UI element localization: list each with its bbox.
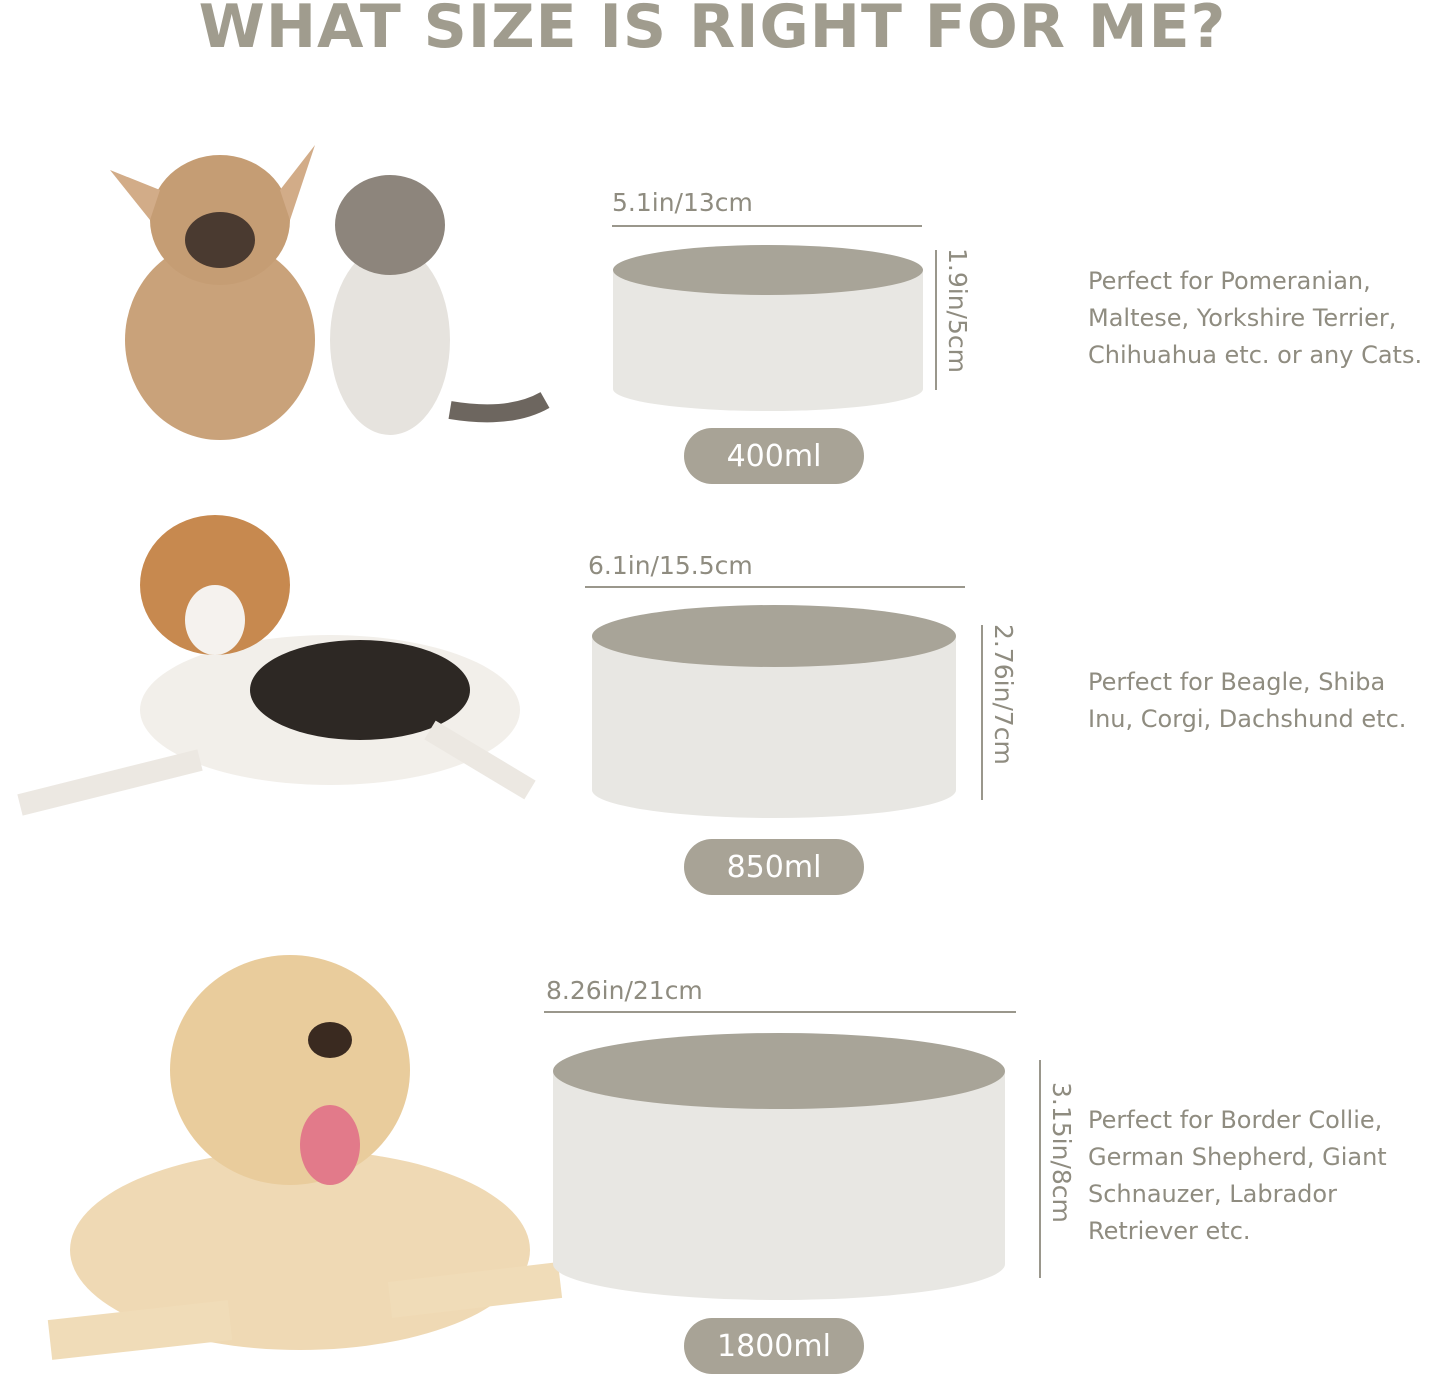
width-line	[585, 586, 965, 588]
height-line	[981, 625, 983, 800]
capacity-badge: 400ml	[684, 428, 864, 484]
pet-description: Perfect for Border Collie, German Shephe…	[1088, 1102, 1387, 1250]
width-label: 6.1in/15.5cm	[588, 551, 753, 580]
description-line: Perfect for Pomeranian,	[1088, 267, 1371, 295]
width-label: 5.1in/13cm	[612, 188, 753, 217]
bowl-large	[553, 1033, 1005, 1300]
height-label: 3.15in/8cm	[1047, 1082, 1076, 1223]
description-line: Inu, Corgi, Dachshund etc.	[1088, 705, 1407, 733]
description-line: Retriever etc.	[1088, 1217, 1251, 1245]
width-line	[612, 225, 922, 227]
description-line: Perfect for Beagle, Shiba	[1088, 668, 1386, 696]
description-line: Schnauzer, Labrador	[1088, 1180, 1337, 1208]
description-line: Chihuahua etc. or any Cats.	[1088, 341, 1423, 369]
labrador-photo	[47, 955, 563, 1360]
height-label: 1.9in/5cm	[943, 248, 972, 373]
width-label: 8.26in/21cm	[546, 976, 703, 1005]
height-line	[1039, 1060, 1041, 1278]
beagle-photo	[17, 515, 536, 816]
height-line	[935, 250, 937, 390]
description-line: German Shepherd, Giant	[1088, 1143, 1387, 1171]
description-line: Maltese, Yorkshire Terrier,	[1088, 304, 1397, 332]
bowl-small	[613, 245, 923, 411]
bowl-medium	[592, 605, 956, 818]
height-label: 2.76in/7cm	[989, 624, 1018, 765]
width-line	[544, 1011, 1016, 1013]
description-line: Perfect for Border Collie,	[1088, 1106, 1383, 1134]
pet-description: Perfect for Pomeranian, Maltese, Yorkshi…	[1088, 263, 1422, 374]
capacity-badge: 1800ml	[684, 1318, 864, 1374]
page-title: WHAT SIZE IS RIGHT FOR ME?	[198, 0, 1227, 62]
pet-description: Perfect for Beagle, Shiba Inu, Corgi, Da…	[1088, 664, 1406, 738]
french-bulldog-and-kitten-photo	[110, 145, 550, 440]
capacity-badge: 850ml	[684, 839, 864, 895]
